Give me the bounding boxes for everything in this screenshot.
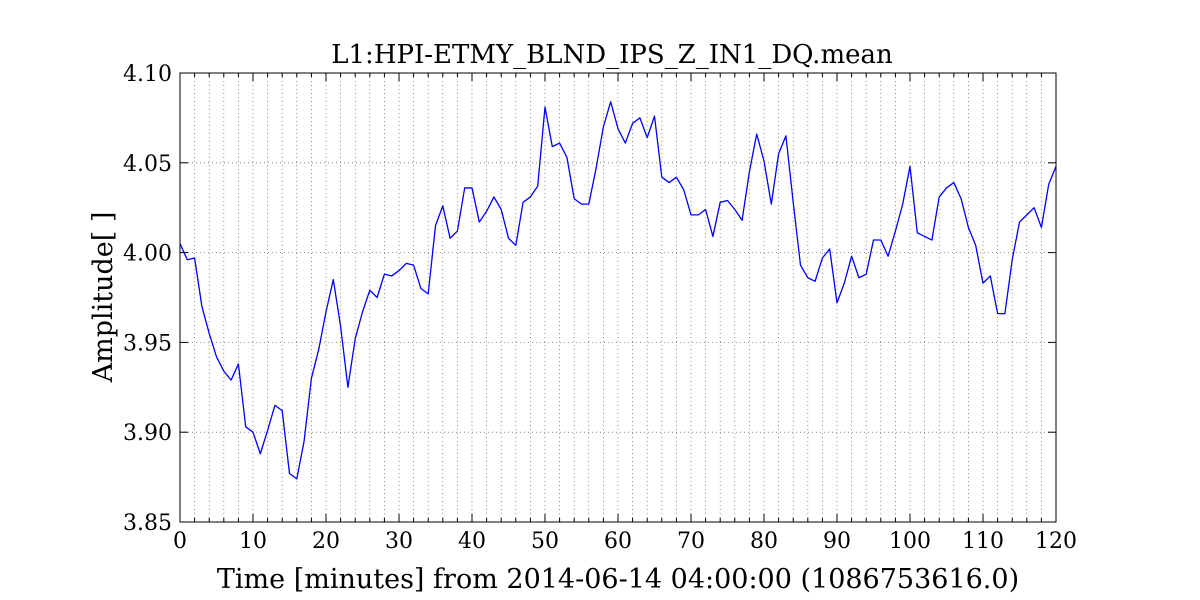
y-axis-label: Amplitude[ ] bbox=[88, 212, 119, 384]
y-tick-label: 3.85 bbox=[123, 511, 172, 536]
x-tick-label: 100 bbox=[889, 529, 931, 554]
y-tick-label: 3.95 bbox=[123, 331, 172, 356]
x-tick-label: 110 bbox=[962, 529, 1004, 554]
x-tick-label: 90 bbox=[823, 529, 851, 554]
x-tick-label: 30 bbox=[385, 529, 413, 554]
plot-frame bbox=[179, 72, 1057, 523]
chart-title: L1:HPI-ETMY_BLND_IPS_Z_IN1_DQ.mean bbox=[331, 40, 893, 70]
x-tick-label: 80 bbox=[750, 529, 778, 554]
x-tick-label: 50 bbox=[531, 529, 559, 554]
y-tick-label: 3.90 bbox=[123, 421, 172, 446]
series-line bbox=[179, 101, 1057, 480]
x-tick-label: 120 bbox=[1035, 529, 1077, 554]
x-tick-label: 20 bbox=[312, 529, 340, 554]
x-tick-labels: 0 10 20 30 40 50 60 70 80 90 100 110 120 bbox=[173, 529, 1077, 554]
series-layer bbox=[179, 101, 1057, 480]
y-tick-label: 4.05 bbox=[123, 152, 172, 177]
x-axis-label: Time [minutes] from 2014-06-14 04:00:00 … bbox=[217, 564, 1019, 595]
x-tick-label: 60 bbox=[604, 529, 632, 554]
x-tick-label: 0 bbox=[173, 529, 187, 554]
x-tick-label: 10 bbox=[239, 529, 267, 554]
y-tick-label: 4.10 bbox=[123, 62, 172, 87]
x-tick-label: 70 bbox=[677, 529, 705, 554]
x-tick-label: 40 bbox=[458, 529, 486, 554]
y-tick-label: 4.00 bbox=[123, 242, 172, 267]
y-tick-labels: 3.85 3.90 3.95 4.00 4.05 4.10 bbox=[123, 62, 172, 536]
grid bbox=[180, 73, 1056, 522]
